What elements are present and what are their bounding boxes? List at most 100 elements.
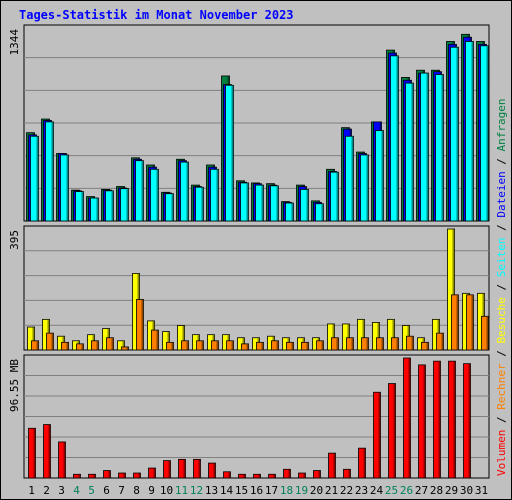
bar-seiten-16: [255, 184, 264, 222]
bar-shade: [318, 471, 321, 478]
bar-shade: [183, 459, 186, 478]
x-label-8: 8: [133, 484, 140, 497]
bar-shade: [33, 428, 36, 478]
bar-shade: [93, 474, 96, 478]
bar-shade: [453, 361, 456, 478]
bar-shade: [362, 319, 365, 350]
bar-shade: [213, 463, 216, 478]
bar-shade: [366, 338, 369, 350]
bar-shade: [171, 194, 174, 221]
bar-shade: [36, 136, 39, 221]
bar-shade: [381, 338, 384, 350]
bar-shade: [377, 322, 380, 350]
x-label-10: 10: [160, 484, 173, 497]
x-label-25: 25: [385, 484, 398, 497]
y-max-label: 395: [8, 230, 21, 250]
bar-shade: [246, 183, 249, 221]
bar-volumen-12: [193, 458, 201, 479]
bar-volumen-28: [433, 360, 441, 479]
bar-shade: [186, 341, 189, 350]
bar-seiten-20: [315, 203, 324, 222]
x-label-6: 6: [103, 484, 110, 497]
x-label-21: 21: [325, 484, 338, 497]
bar-seiten-13: [210, 168, 219, 222]
x-label-26: 26: [400, 484, 413, 497]
bar-seiten-15: [240, 182, 249, 222]
bar-rechner-25: [391, 337, 399, 351]
bar-shade: [351, 136, 354, 221]
y-max-label: 1344: [8, 29, 21, 56]
bar-besuche-11: [177, 325, 185, 351]
bar-shade: [96, 341, 99, 350]
x-label-12: 12: [190, 484, 203, 497]
bar-seiten-10: [165, 193, 174, 222]
bar-rechner-12: [196, 340, 204, 351]
bar-shade: [438, 361, 441, 478]
bar-rechner-18: [286, 341, 294, 351]
bar-seiten-17: [270, 185, 279, 222]
bar-seiten-27: [420, 72, 429, 222]
bar-shade: [393, 384, 396, 478]
bar-shade: [51, 122, 54, 221]
bar-shade: [141, 161, 144, 221]
legend-besuche: Besuche: [495, 297, 508, 343]
bar-volumen-11: [178, 458, 186, 479]
bar-volumen-5: [88, 473, 96, 479]
bar-rechner-21: [331, 337, 339, 351]
x-label-22: 22: [340, 484, 353, 497]
bar-volumen-29: [448, 360, 456, 479]
bar-volumen-30: [463, 363, 471, 479]
bar-rechner-17: [271, 340, 279, 351]
bar-seiten-3: [60, 154, 69, 222]
x-label-31: 31: [475, 484, 488, 497]
bar-shade: [396, 338, 399, 350]
bar-shade: [336, 338, 339, 350]
bar-shade: [66, 342, 69, 350]
bar-shade: [471, 41, 474, 221]
bar-seiten-29: [450, 46, 459, 222]
bar-besuche-29: [447, 228, 455, 351]
bar-shade: [411, 336, 414, 350]
bar-seiten-22: [345, 135, 354, 222]
bar-besuche-24: [372, 322, 380, 351]
bar-rechner-10: [166, 341, 174, 351]
bar-rechner-13: [211, 340, 219, 351]
bar-shade: [486, 46, 489, 221]
x-label-23: 23: [355, 484, 368, 497]
bar-rechner-6: [106, 337, 114, 351]
panel-visits: 395: [8, 225, 490, 351]
bar-volumen-18: [283, 468, 291, 479]
bar-volumen-25: [388, 383, 396, 479]
bar-shade: [243, 474, 246, 478]
bar-shade: [411, 83, 414, 221]
y-max-label: 96.55 MB: [8, 359, 21, 412]
x-label-20: 20: [310, 484, 323, 497]
bar-shade: [228, 472, 231, 478]
bar-volumen-6: [103, 470, 111, 479]
bar-shade: [423, 365, 426, 478]
bar-volumen-7: [118, 472, 126, 479]
bar-shade: [426, 342, 429, 350]
bar-volumen-20: [313, 470, 321, 479]
bar-shade: [273, 474, 276, 478]
bar-volumen-19: [298, 472, 306, 479]
bar-rechner-19: [301, 341, 309, 351]
bar-shade: [201, 187, 204, 221]
bar-shade: [231, 85, 234, 221]
bar-shade: [456, 295, 459, 350]
bar-rechner-22: [346, 337, 354, 351]
legend-dateien: Dateien: [495, 171, 508, 217]
x-label-13: 13: [205, 484, 218, 497]
bar-shade: [141, 299, 144, 350]
bar-volumen-4: [73, 473, 81, 479]
legend-seiten: Seiten: [495, 238, 508, 278]
bar-seiten-18: [285, 202, 294, 222]
x-label-19: 19: [295, 484, 308, 497]
bar-shade: [288, 469, 291, 478]
x-label-2: 2: [43, 484, 50, 497]
bar-shade: [111, 338, 114, 350]
bar-volumen-8: [133, 472, 141, 479]
bar-seiten-28: [435, 74, 444, 222]
